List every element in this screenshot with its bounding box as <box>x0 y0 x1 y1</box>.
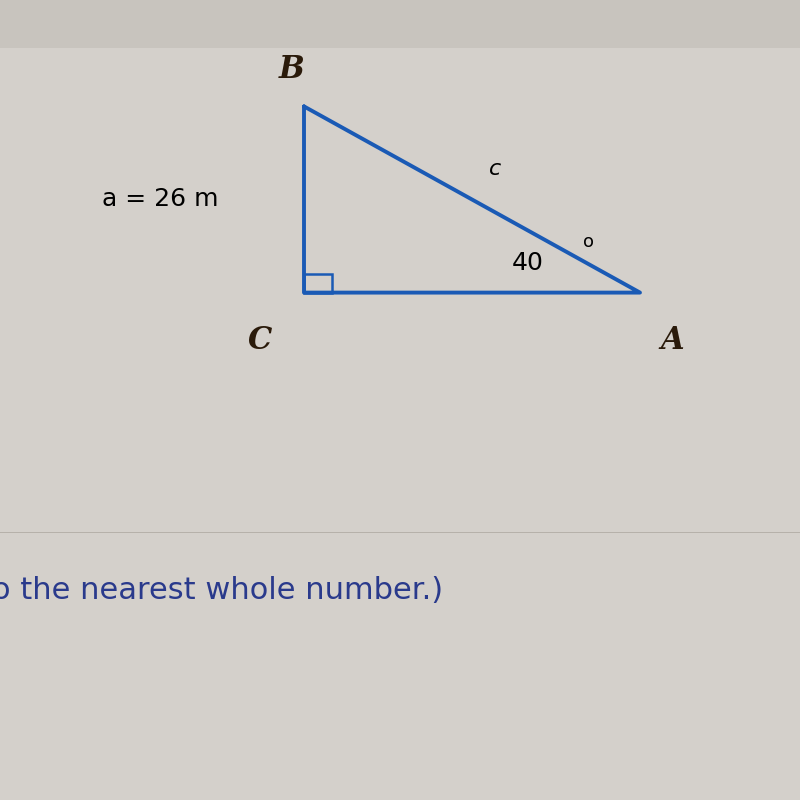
Bar <box>304 274 332 293</box>
Text: a = 26 m: a = 26 m <box>102 187 218 211</box>
Text: o: o <box>582 233 594 251</box>
Text: A: A <box>660 325 684 355</box>
Text: B: B <box>279 54 305 85</box>
Text: 40: 40 <box>512 251 544 275</box>
Bar <box>0 0 800 48</box>
Text: o the nearest whole number.): o the nearest whole number.) <box>0 577 443 606</box>
Text: c: c <box>489 159 502 179</box>
Text: C: C <box>248 325 272 355</box>
